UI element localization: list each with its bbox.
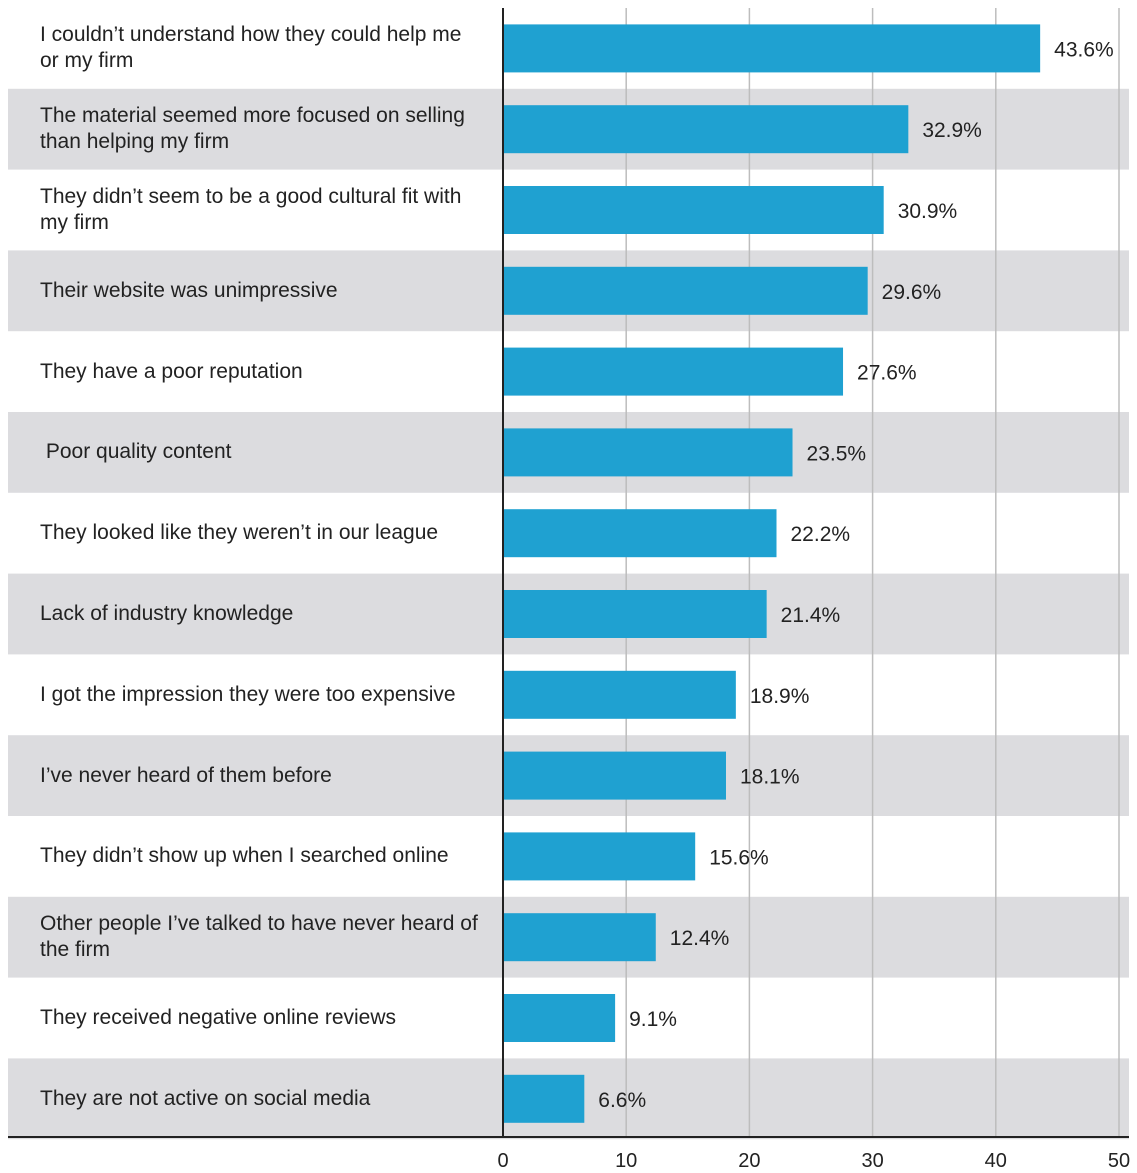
category-label: Their website was unimpressive bbox=[40, 278, 338, 302]
bar bbox=[503, 590, 767, 638]
bar bbox=[503, 1074, 585, 1123]
x-tick-label: 30 bbox=[861, 1150, 883, 1172]
value-label: 12.4% bbox=[670, 927, 730, 950]
bar bbox=[503, 186, 884, 234]
bar bbox=[503, 428, 793, 477]
category-label: I got the impression they were too expen… bbox=[40, 682, 456, 706]
category-label: They received negative online reviews bbox=[40, 1005, 397, 1029]
value-label: 32.9% bbox=[922, 119, 982, 142]
category-label: Lack of industry knowledge bbox=[40, 601, 294, 625]
x-tick-label: 50 bbox=[1108, 1150, 1130, 1172]
bar bbox=[503, 509, 777, 558]
category-label: They looked like they weren’t in our lea… bbox=[40, 521, 439, 545]
bar bbox=[503, 670, 736, 719]
value-label: 23.5% bbox=[807, 442, 867, 465]
x-tick-label: 20 bbox=[738, 1150, 760, 1172]
value-label: 30.9% bbox=[898, 200, 958, 223]
value-label: 18.9% bbox=[750, 685, 810, 708]
value-label: 18.1% bbox=[740, 766, 800, 789]
bar bbox=[503, 832, 696, 881]
bar bbox=[503, 994, 616, 1042]
bar bbox=[503, 266, 868, 315]
category-label: They are not active on social media bbox=[40, 1086, 371, 1110]
category-label: They didn’t show up when I searched onli… bbox=[40, 844, 449, 868]
bar bbox=[503, 347, 844, 396]
value-label: 43.6% bbox=[1054, 38, 1114, 61]
category-label: The material seemed more focused on sell… bbox=[40, 104, 471, 154]
value-label: 22.2% bbox=[791, 523, 851, 546]
bar bbox=[503, 105, 909, 154]
bar bbox=[503, 913, 656, 962]
bar bbox=[503, 751, 726, 800]
category-label: I’ve never heard of them before bbox=[40, 763, 332, 787]
value-label: 27.6% bbox=[857, 362, 917, 385]
x-tick-label: 40 bbox=[985, 1150, 1007, 1172]
value-label: 6.6% bbox=[598, 1089, 646, 1112]
category-label: I couldn’t understand how they could hel… bbox=[40, 23, 468, 73]
category-label: They have a poor reputation bbox=[40, 359, 303, 383]
value-label: 15.6% bbox=[709, 846, 769, 869]
x-tick-label: 10 bbox=[615, 1150, 637, 1172]
category-label: They didn’t seem to be a good cultural f… bbox=[40, 184, 468, 234]
value-label: 29.6% bbox=[882, 281, 942, 304]
value-label: 9.1% bbox=[629, 1008, 677, 1031]
x-tick-label: 0 bbox=[497, 1150, 508, 1172]
category-label: Poor quality content bbox=[40, 440, 232, 464]
bar bbox=[503, 24, 1041, 73]
category-label: Other people I’ve talked to have never h… bbox=[40, 912, 478, 962]
value-label: 21.4% bbox=[781, 604, 841, 627]
